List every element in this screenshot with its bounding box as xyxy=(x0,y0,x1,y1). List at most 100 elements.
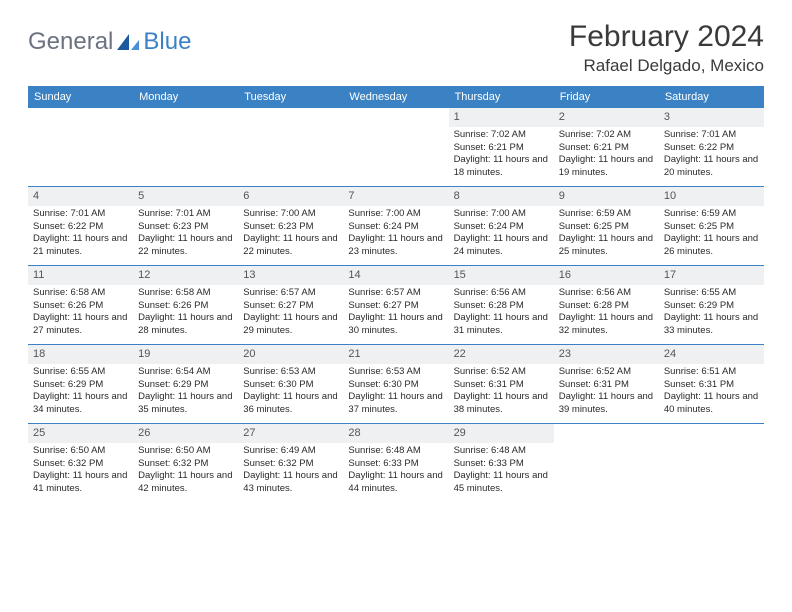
calendar-day-cell: 13Sunrise: 6:57 AMSunset: 6:27 PMDayligh… xyxy=(238,266,343,344)
day-info: Sunrise: 6:55 AMSunset: 6:29 PMDaylight:… xyxy=(28,366,133,421)
day-number: 25 xyxy=(28,424,133,443)
day-info: Sunrise: 6:51 AMSunset: 6:31 PMDaylight:… xyxy=(659,366,764,421)
sunrise-text: Sunrise: 6:52 AM xyxy=(559,366,654,379)
daylight-text: Daylight: 11 hours and 38 minutes. xyxy=(454,391,549,417)
calendar-week-row: 18Sunrise: 6:55 AMSunset: 6:29 PMDayligh… xyxy=(28,344,764,423)
sunset-text: Sunset: 6:30 PM xyxy=(348,379,443,392)
day-info: Sunrise: 7:00 AMSunset: 6:23 PMDaylight:… xyxy=(238,208,343,263)
calendar-day-cell: 28Sunrise: 6:48 AMSunset: 6:33 PMDayligh… xyxy=(343,424,448,502)
calendar-empty-cell: . xyxy=(659,424,764,502)
daylight-text: Daylight: 11 hours and 45 minutes. xyxy=(454,470,549,496)
calendar-week-row: 25Sunrise: 6:50 AMSunset: 6:32 PMDayligh… xyxy=(28,423,764,502)
sunset-text: Sunset: 6:22 PM xyxy=(33,221,128,234)
day-info: Sunrise: 6:58 AMSunset: 6:26 PMDaylight:… xyxy=(133,287,238,342)
daylight-text: Daylight: 11 hours and 33 minutes. xyxy=(664,312,759,338)
daylight-text: Daylight: 11 hours and 21 minutes. xyxy=(33,233,128,259)
sunset-text: Sunset: 6:29 PM xyxy=(138,379,233,392)
day-info: Sunrise: 6:56 AMSunset: 6:28 PMDaylight:… xyxy=(449,287,554,342)
sunrise-text: Sunrise: 6:48 AM xyxy=(454,445,549,458)
sunrise-text: Sunrise: 6:50 AM xyxy=(33,445,128,458)
daylight-text: Daylight: 11 hours and 22 minutes. xyxy=(243,233,338,259)
daylight-text: Daylight: 11 hours and 24 minutes. xyxy=(454,233,549,259)
sunset-text: Sunset: 6:25 PM xyxy=(664,221,759,234)
day-info: Sunrise: 7:02 AMSunset: 6:21 PMDaylight:… xyxy=(554,129,659,184)
calendar-day-cell: 11 Sunrise: 6:58 AMSunset: 6:26 PMDayligh… xyxy=(28,266,133,344)
calendar-empty-cell: . xyxy=(133,108,238,186)
calendar-day-cell: 16Sunrise: 6:56 AMSunset: 6:28 PMDayligh… xyxy=(554,266,659,344)
calendar-day-cell: 21 Sunrise: 6:53 AMSunset: 6:30 PMDayligh… xyxy=(343,345,448,423)
daylight-text: Daylight: 11 hours and 44 minutes. xyxy=(348,470,443,496)
day-number: 26 xyxy=(133,424,238,443)
calendar-day-cell: 27Sunrise: 6:49 AMSunset: 6:32 PMDayligh… xyxy=(238,424,343,502)
sunset-text: Sunset: 6:32 PM xyxy=(33,458,128,471)
calendar-empty-cell: . xyxy=(238,108,343,186)
day-info: Sunrise: 6:58 AMSunset: 6:26 PMDaylight:… xyxy=(28,287,133,342)
calendar-day-cell: 26Sunrise: 6:50 AMSunset: 6:32 PMDayligh… xyxy=(133,424,238,502)
calendar-empty-cell: . xyxy=(343,108,448,186)
day-info: Sunrise: 6:55 AMSunset: 6:29 PMDaylight:… xyxy=(659,287,764,342)
day-number: 1 xyxy=(449,108,554,127)
day-number: 15 xyxy=(449,266,554,285)
sunset-text: Sunset: 6:33 PM xyxy=(348,458,443,471)
location-subtitle: Rafael Delgado, Mexico xyxy=(569,56,764,76)
brand-text-1: General xyxy=(28,28,113,56)
daylight-text: Daylight: 11 hours and 35 minutes. xyxy=(138,391,233,417)
calendar-day-cell: 22Sunrise: 6:52 AMSunset: 6:31 PMDayligh… xyxy=(449,345,554,423)
daylight-text: Daylight: 11 hours and 41 minutes. xyxy=(33,470,128,496)
sunrise-text: Sunrise: 6:55 AM xyxy=(664,287,759,300)
day-number: 11 xyxy=(28,266,133,285)
month-title: February 2024 xyxy=(569,20,764,54)
daylight-text: Daylight: 11 hours and 27 minutes. xyxy=(33,312,128,338)
calendar-day-cell: 17Sunrise: 6:55 AMSunset: 6:29 PMDayligh… xyxy=(659,266,764,344)
day-number: 4 xyxy=(28,187,133,206)
calendar-day-cell: 4 Sunrise: 7:01 AMSunset: 6:22 PMDaylight… xyxy=(28,187,133,265)
calendar-day-cell: 19Sunrise: 6:54 AMSunset: 6:29 PMDayligh… xyxy=(133,345,238,423)
sunrise-text: Sunrise: 7:01 AM xyxy=(33,208,128,221)
day-number: 29 xyxy=(449,424,554,443)
daylight-text: Daylight: 11 hours and 31 minutes. xyxy=(454,312,549,338)
sunrise-text: Sunrise: 6:56 AM xyxy=(454,287,549,300)
calendar-day-cell: 15 Sunrise: 6:56 AMSunset: 6:28 PMDayligh… xyxy=(449,266,554,344)
day-number: 13 xyxy=(238,266,343,285)
sunrise-text: Sunrise: 7:00 AM xyxy=(243,208,338,221)
daylight-text: Daylight: 11 hours and 25 minutes. xyxy=(559,233,654,259)
sunrise-text: Sunrise: 6:56 AM xyxy=(559,287,654,300)
calendar-day-cell: 25 Sunrise: 6:50 AMSunset: 6:32 PMDayligh… xyxy=(28,424,133,502)
calendar-day-cell: 8Sunrise: 7:00 AMSunset: 6:24 PMDaylight… xyxy=(449,187,554,265)
sunset-text: Sunset: 6:32 PM xyxy=(138,458,233,471)
daylight-text: Daylight: 11 hours and 40 minutes. xyxy=(664,391,759,417)
day-number: 19 xyxy=(133,345,238,364)
day-info: Sunrise: 6:59 AMSunset: 6:25 PMDaylight:… xyxy=(554,208,659,263)
header: General Blue February 2024 Rafael Delgad… xyxy=(28,20,764,76)
sunset-text: Sunset: 6:28 PM xyxy=(454,300,549,313)
sunset-text: Sunset: 6:28 PM xyxy=(559,300,654,313)
day-number: 21 xyxy=(343,345,448,364)
calendar-week-row: 11Sunrise: 6:58 AMSunset: 6:26 PMDayligh… xyxy=(28,265,764,344)
sunset-text: Sunset: 6:30 PM xyxy=(243,379,338,392)
calendar-empty-cell: . xyxy=(28,108,133,186)
day-info: Sunrise: 6:50 AMSunset: 6:32 PMDaylight:… xyxy=(28,445,133,500)
daylight-text: Daylight: 11 hours and 39 minutes. xyxy=(559,391,654,417)
sunrise-text: Sunrise: 7:01 AM xyxy=(664,129,759,142)
day-number: 8 xyxy=(449,187,554,206)
day-number: 9 xyxy=(554,187,659,206)
daylight-text: Daylight: 11 hours and 32 minutes. xyxy=(559,312,654,338)
day-number: 28 xyxy=(343,424,448,443)
sunrise-text: Sunrise: 6:58 AM xyxy=(138,287,233,300)
brand-logo: General Blue xyxy=(28,28,191,56)
sunset-text: Sunset: 6:31 PM xyxy=(664,379,759,392)
day-number: 27 xyxy=(238,424,343,443)
sunset-text: Sunset: 6:26 PM xyxy=(138,300,233,313)
day-info: Sunrise: 6:56 AMSunset: 6:28 PMDaylight:… xyxy=(554,287,659,342)
weekday-header-cell: Thursday xyxy=(449,86,554,108)
daylight-text: Daylight: 11 hours and 36 minutes. xyxy=(243,391,338,417)
weekday-header-cell: Sunday xyxy=(28,86,133,108)
sunrise-text: Sunrise: 6:49 AM xyxy=(243,445,338,458)
day-info: Sunrise: 6:53 AMSunset: 6:30 PMDaylight:… xyxy=(343,366,448,421)
sunset-text: Sunset: 6:24 PM xyxy=(348,221,443,234)
daylight-text: Daylight: 11 hours and 19 minutes. xyxy=(559,154,654,180)
day-info: Sunrise: 6:52 AMSunset: 6:31 PMDaylight:… xyxy=(449,366,554,421)
daylight-text: Daylight: 11 hours and 22 minutes. xyxy=(138,233,233,259)
calendar-day-cell: 2Sunrise: 7:02 AMSunset: 6:21 PMDaylight… xyxy=(554,108,659,186)
daylight-text: Daylight: 11 hours and 26 minutes. xyxy=(664,233,759,259)
